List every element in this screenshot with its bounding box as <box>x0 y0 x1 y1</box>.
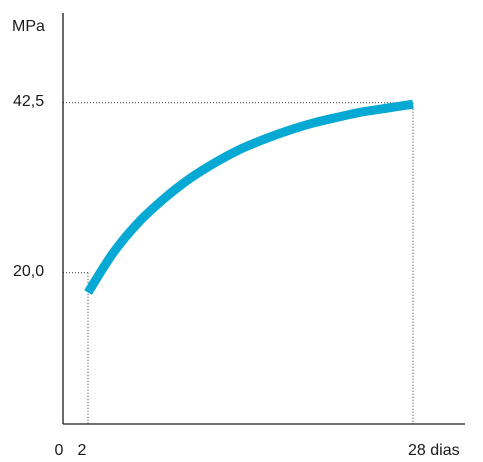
reference-lines <box>63 102 414 424</box>
y-axis-label: MPa <box>12 18 45 35</box>
strength-curve <box>84 99 414 295</box>
x-tick-label-0: 0 <box>55 442 64 459</box>
y-tick-label-42-5: 42,5 <box>13 93 44 110</box>
x-tick-label-2: 2 <box>78 442 87 459</box>
x-tick-label-28-dias: 28 dias <box>408 442 460 459</box>
y-tick-label-20: 20,0 <box>13 263 44 280</box>
